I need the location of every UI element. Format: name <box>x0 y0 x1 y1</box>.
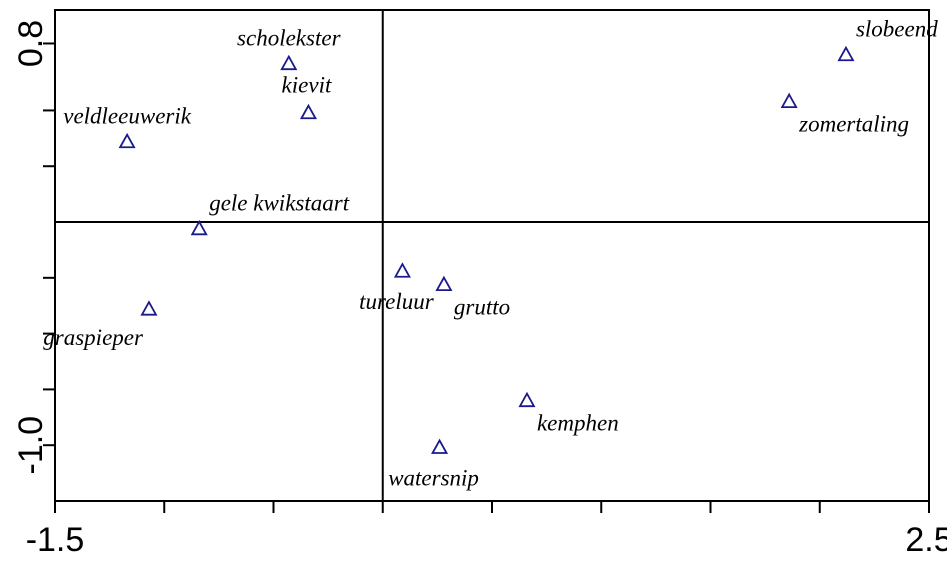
point-label: tureluur <box>359 289 435 314</box>
triangle-marker <box>518 391 536 408</box>
point-label: zomertaling <box>798 112 909 137</box>
species-points: slobeend zomertaling scholekster kievit veld… <box>43 17 938 491</box>
x-tick-label-max: 2.5 <box>905 521 947 559</box>
plot-frame <box>54 9 930 502</box>
triangle-marker <box>435 275 453 292</box>
triangle-marker <box>837 45 855 62</box>
point-label: gele kwikstaart <box>209 191 349 216</box>
point-label: watersnip <box>388 465 479 490</box>
y-tick-label-bottom: -1.0 <box>12 416 50 475</box>
point-label: graspieper <box>43 325 144 350</box>
point-label: kievit <box>282 73 332 98</box>
point-label: grutto <box>454 295 510 320</box>
triangle-marker <box>431 438 449 454</box>
point-label: kemphen <box>537 411 619 436</box>
triangle-marker <box>299 103 317 120</box>
axis-ticks <box>43 42 930 513</box>
triangle-marker <box>280 54 298 71</box>
triangle-marker <box>190 219 208 236</box>
y-tick-label-top: 0.8 <box>12 20 50 67</box>
point-label: slobeend <box>856 17 938 42</box>
point-label: veldleeuwerik <box>63 104 192 129</box>
point-label: scholekster <box>237 26 342 51</box>
triangle-marker <box>118 132 136 149</box>
triangle-marker <box>140 300 158 316</box>
triangle-marker <box>393 262 411 278</box>
triangle-marker <box>780 92 798 109</box>
x-tick-label-min: -1.5 <box>26 521 85 559</box>
